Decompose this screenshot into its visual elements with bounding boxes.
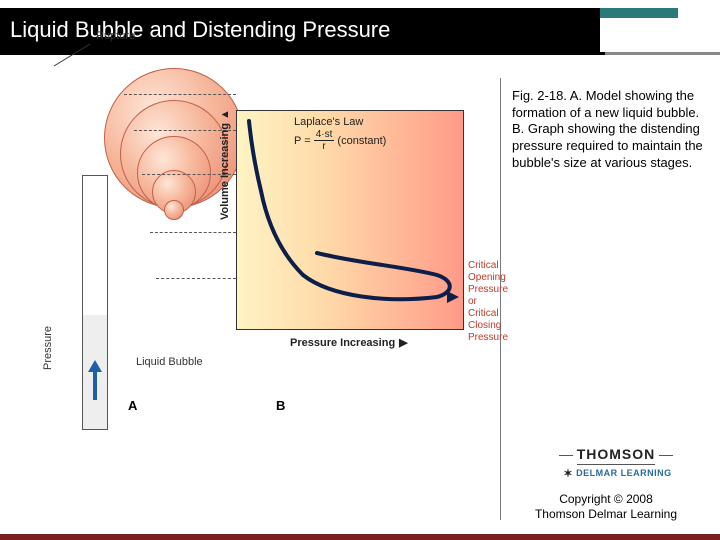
accent-block	[600, 8, 678, 18]
graph-x-label: Pressure Increasing ▶	[290, 336, 408, 349]
dash-guide	[124, 94, 236, 95]
pressure-arrow-icon	[88, 360, 102, 400]
laplace-fraction: 4·st r	[314, 129, 335, 153]
pressure-tube: Pressure	[76, 140, 114, 440]
thomson-wordmark: THOMSON	[536, 446, 696, 465]
figure-caption: Fig. 2-18. A. Model showing the formatio…	[512, 88, 707, 171]
dash-guide	[156, 278, 236, 279]
liquid-bubble-label: Liquid Bubble	[136, 356, 203, 368]
copyright-line1: Copyright © 2008	[516, 492, 696, 507]
star-icon: ✶	[563, 468, 573, 480]
laplace-lhs: P =	[294, 135, 311, 147]
graph-y-label-text: Volume Increasing	[219, 123, 231, 220]
pressure-axis-label: Pressure	[42, 326, 54, 370]
laplace-formula: P = 4·st r (constant)	[294, 129, 386, 153]
crit-line2: or	[468, 296, 508, 308]
arrow-right-icon: ▶	[399, 336, 407, 349]
copyright-block: Copyright © 2008 Thomson Delmar Learning	[516, 492, 696, 522]
thomson-text: THOMSON	[577, 446, 656, 465]
laplace-note: (constant)	[337, 135, 386, 147]
critical-pressure-label: Critical Opening Pressure or Critical Cl…	[468, 260, 508, 344]
rupture-leader-icon	[50, 40, 110, 70]
bottom-accent-bar	[0, 534, 720, 540]
figure-area: Pressure Rupture Liquid Bubble Volume In…	[40, 140, 480, 440]
panel-letter-a: A	[128, 398, 137, 413]
copyright-line2: Thomson Delmar Learning	[516, 507, 696, 522]
slide-container: Liquid Bubble and Distending Pressure Fi…	[0, 0, 720, 540]
dash-guide	[150, 232, 236, 233]
laplace-law-box: Laplace's Law P = 4·st r (constant)	[294, 116, 386, 153]
graph-x-label-text: Pressure Increasing	[290, 337, 395, 349]
delmar-wordmark: ✶DELMAR LEARNING	[536, 467, 696, 480]
delmar-text: DELMAR LEARNING	[576, 468, 672, 478]
crit-line1: Critical Opening Pressure	[468, 260, 508, 296]
laplace-num: 4·st	[314, 129, 335, 142]
laplace-title: Laplace's Law	[294, 116, 386, 129]
panel-letter-b: B	[276, 398, 285, 413]
bubble-1	[164, 200, 184, 220]
publisher-logo: THOMSON ✶DELMAR LEARNING	[536, 446, 696, 480]
crit-line3: Critical Closing Pressure	[468, 308, 508, 344]
laplace-den: r	[314, 141, 335, 153]
graph-y-label: Volume Increasing ▲	[219, 109, 231, 220]
